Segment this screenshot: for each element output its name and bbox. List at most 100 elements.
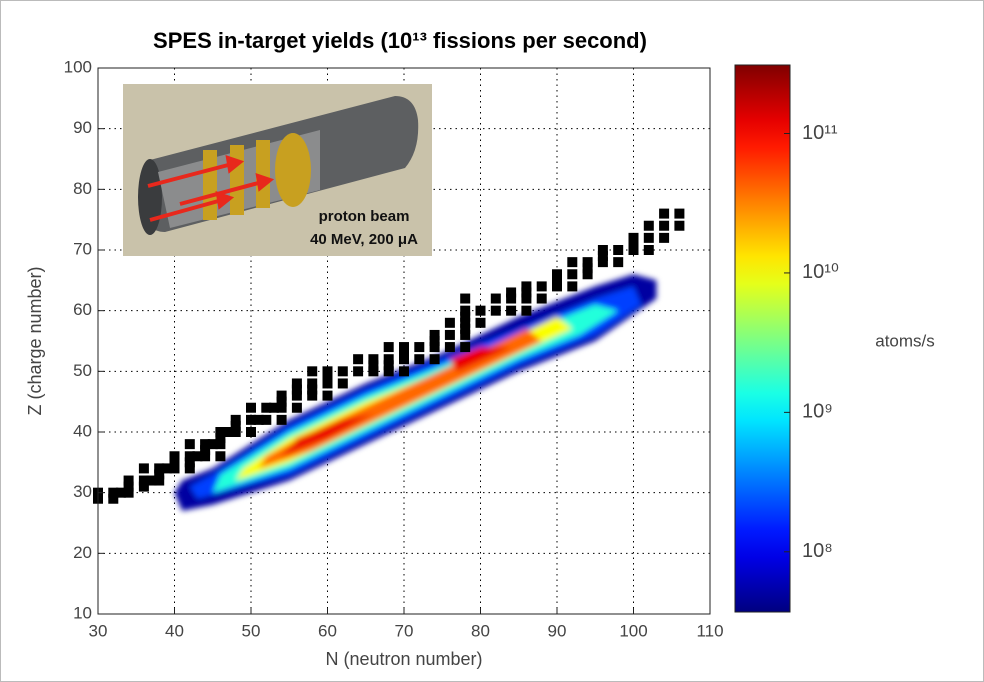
stable-nucleus [460,317,471,328]
y-tick-label: 100 [64,57,92,76]
stable-nucleus [521,281,532,292]
stable-nucleus [337,378,348,389]
stable-nucleus [399,342,409,353]
stable-nucleus [169,463,180,474]
stable-nucleus [552,281,562,292]
stable-nucleus [215,433,226,444]
stable-nucleus [169,457,180,468]
stable-nucleus [169,451,180,462]
stable-nucleus [291,390,302,401]
disk [203,150,217,220]
y-tick-label: 20 [73,543,92,562]
stable-nucleus [659,232,670,243]
x-tick-label: 70 [395,621,414,640]
stable-nucleus [674,208,685,219]
stable-nucleus [108,493,119,504]
stable-nucleus [291,384,302,395]
stable-nucleus [521,305,532,316]
stable-nucleus [429,336,440,346]
disk [256,140,270,208]
colorbar-tick-label: 10⁹ [802,401,833,423]
stable-nucleus [613,245,624,255]
cylinder-end [138,159,162,235]
y-tick-label: 40 [73,421,92,440]
stable-nucleus [138,481,149,492]
stable-nucleus [108,487,119,498]
stable-nucleus [475,317,486,328]
stable-nucleus [460,293,471,304]
stable-nucleus [123,475,134,486]
x-axis-label: N (neutron number) [325,649,482,669]
stable-nucleus [368,360,379,371]
stable-nucleus [597,257,608,268]
stable-nucleus [643,245,654,255]
stable-nucleus [246,402,256,413]
stable-nucleus [368,354,379,365]
stable-nucleus [276,402,287,413]
stable-nucleus [582,257,593,268]
stable-nucleus [200,445,211,456]
stable-nucleus [628,232,639,243]
stable-nucleus [307,384,318,395]
yield-contour [449,347,512,372]
stable-nucleus [322,366,333,377]
stable-nucleus [200,451,211,462]
stable-nucleus [291,402,302,413]
stable-nucleus [552,269,562,280]
stable-nucleus [246,427,256,437]
annotation: 40 MeV, 200 μA [310,231,418,248]
colorbar-tick-label: 10⁸ [802,540,833,562]
stable-nucleus [460,323,471,334]
y-tick-label: 30 [73,482,92,501]
x-tick-label: 90 [548,621,567,640]
stable-nucleus [322,390,333,401]
stable-nucleus [276,390,287,401]
stable-nucleus [460,329,471,340]
stable-nucleus [643,220,654,231]
stable-nucleus [597,245,608,255]
stable-nucleus [161,463,172,474]
x-tick-label: 100 [619,621,647,640]
stable-nucleus [567,281,578,292]
stable-nucleus [613,257,624,268]
stable-nucleus [154,475,165,486]
stable-nucleus [353,366,364,377]
stable-nucleus [399,354,409,365]
stable-nucleus [536,281,547,292]
colorbar-tick-label: 10¹⁰ [802,261,839,283]
stable-nucleus [307,390,318,401]
stable-nucleus [322,378,333,389]
stable-nucleus [521,293,532,304]
stable-nucleus [597,251,608,262]
stable-nucleus [444,329,455,340]
stable-nucleus [215,439,226,450]
stable-nucleus [322,372,333,383]
x-tick-label: 40 [165,621,184,640]
stable-nucleus [490,293,501,304]
stable-nucleus [536,293,547,304]
stable-nucleus [230,427,241,437]
stable-nucleus [276,396,287,407]
stable-nucleus [567,269,578,280]
stable-nucleus [207,439,218,450]
stable-nucleus [506,293,517,304]
stable-nucleus [475,305,486,316]
y-tick-label: 60 [73,300,92,319]
x-tick-label: 80 [471,621,490,640]
annotation: proton beam [319,208,410,225]
stable-nucleus [337,366,348,377]
stable-nucleus [429,342,440,353]
stable-nucleus [253,414,264,425]
stable-nucleus [490,305,501,316]
stable-nucleus [184,451,195,462]
stable-nucleus [154,469,165,480]
x-tick-label: 50 [242,621,261,640]
stable-nucleus [383,366,394,377]
stable-nucleus [444,342,455,353]
y-axis-label: Z (charge number) [25,266,45,415]
stable-nucleus [215,427,226,437]
stable-nucleus [383,342,394,353]
stable-nucleus [460,342,471,353]
disk [275,133,311,207]
stable-nucleus [628,238,639,249]
